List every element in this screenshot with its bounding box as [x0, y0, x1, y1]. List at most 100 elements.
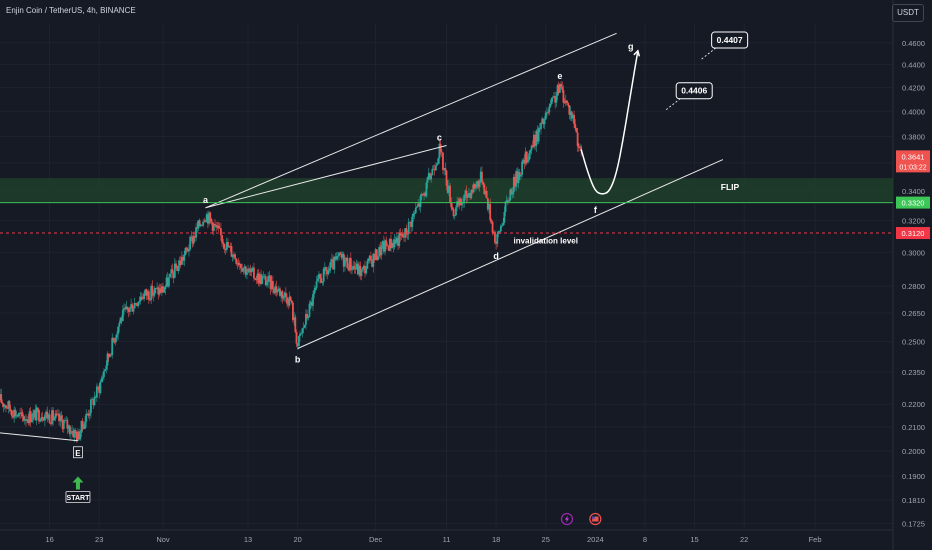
candle-body	[169, 273, 171, 278]
candle-body	[271, 280, 274, 290]
candle-body	[550, 98, 553, 105]
candle-body	[146, 291, 149, 296]
candle-body	[508, 200, 511, 202]
candle-body	[71, 431, 73, 433]
candle-body	[68, 425, 71, 434]
candle-body	[333, 256, 336, 270]
candle-body	[274, 286, 277, 294]
candle-body	[387, 245, 390, 251]
y-tick-label: 0.4200	[902, 83, 925, 92]
candle-body	[471, 190, 474, 193]
projection-arrow-head	[633, 49, 641, 57]
candle-body	[58, 413, 60, 422]
candle-body	[307, 316, 310, 319]
currency-button[interactable]: USDT	[892, 4, 924, 22]
candle-body	[79, 432, 82, 440]
candle-body	[186, 248, 189, 252]
candle-body	[332, 259, 335, 270]
candle-body	[147, 291, 150, 300]
y-tick-label: 0.2200	[902, 400, 925, 409]
candle-body	[47, 414, 50, 419]
candle-body	[151, 285, 154, 296]
candle-body	[194, 236, 196, 238]
candle-body	[530, 145, 533, 151]
candle-body	[240, 263, 242, 269]
candle-body	[247, 268, 249, 273]
candle-body	[181, 256, 183, 265]
trend-line	[0, 432, 79, 442]
y-tick-label: 0.2800	[902, 282, 925, 291]
candle-body	[482, 182, 485, 185]
candle-body	[450, 202, 453, 208]
candle-body	[395, 237, 398, 244]
candle-body	[295, 331, 298, 344]
candle-body	[334, 256, 337, 260]
x-tick-label: 13	[244, 535, 252, 544]
candle-group	[0, 80, 583, 443]
candle-body	[403, 236, 405, 238]
candle-body	[391, 243, 394, 249]
candle-body	[540, 122, 542, 130]
candle-body	[99, 381, 102, 393]
candle-body	[483, 184, 486, 195]
target-box	[675, 82, 713, 100]
candle-body	[341, 253, 344, 258]
candle-body	[576, 132, 579, 147]
candle-body	[195, 227, 197, 238]
candle-body	[53, 418, 56, 421]
candle-body	[543, 119, 546, 125]
candle-body	[440, 151, 443, 153]
candle-body	[338, 252, 340, 256]
candle-body	[171, 269, 174, 273]
candle-body	[517, 172, 520, 184]
candle-body	[85, 413, 88, 422]
candle-body	[542, 118, 545, 125]
candle-body	[520, 174, 522, 177]
candle-body	[344, 260, 346, 267]
candle-body	[516, 171, 519, 184]
candle-body	[72, 431, 75, 438]
candle-body	[567, 103, 570, 106]
candle-body	[105, 365, 108, 370]
candle-body	[9, 408, 12, 411]
candle-body	[372, 253, 375, 267]
candle-body	[445, 170, 448, 186]
candle-body	[430, 175, 433, 180]
candle-body	[84, 421, 86, 429]
candle-body	[502, 222, 505, 226]
candle-body	[114, 337, 117, 343]
candle-body	[80, 420, 83, 433]
candle-body	[351, 269, 353, 271]
candle-body	[191, 236, 194, 244]
candle-body	[35, 407, 38, 421]
candle-body	[29, 411, 32, 423]
candle-body	[253, 267, 255, 279]
candle-body	[457, 201, 460, 206]
candle-body	[405, 228, 408, 234]
candle-body	[183, 255, 186, 261]
candle-body	[557, 85, 560, 93]
candle-body	[404, 228, 407, 238]
candle-body	[157, 287, 160, 295]
candle-body	[361, 267, 364, 270]
candle-body	[335, 256, 338, 260]
candle-body	[464, 190, 467, 195]
trend-line	[205, 145, 447, 209]
candle-body	[93, 396, 96, 406]
candle-body	[197, 220, 200, 229]
candle-body	[251, 267, 254, 269]
candle-body	[460, 203, 463, 206]
candle-body	[385, 240, 388, 246]
x-tick-label: 11	[443, 535, 451, 544]
candle-body	[512, 176, 515, 193]
candle-body	[521, 161, 523, 175]
candle-body	[92, 399, 95, 406]
candle-body	[42, 418, 45, 421]
candle-body	[413, 213, 416, 215]
candle-body	[476, 181, 479, 185]
candle-body	[267, 276, 270, 283]
candle-body	[22, 416, 25, 421]
candle-body	[491, 221, 494, 233]
candle-body	[258, 274, 261, 284]
